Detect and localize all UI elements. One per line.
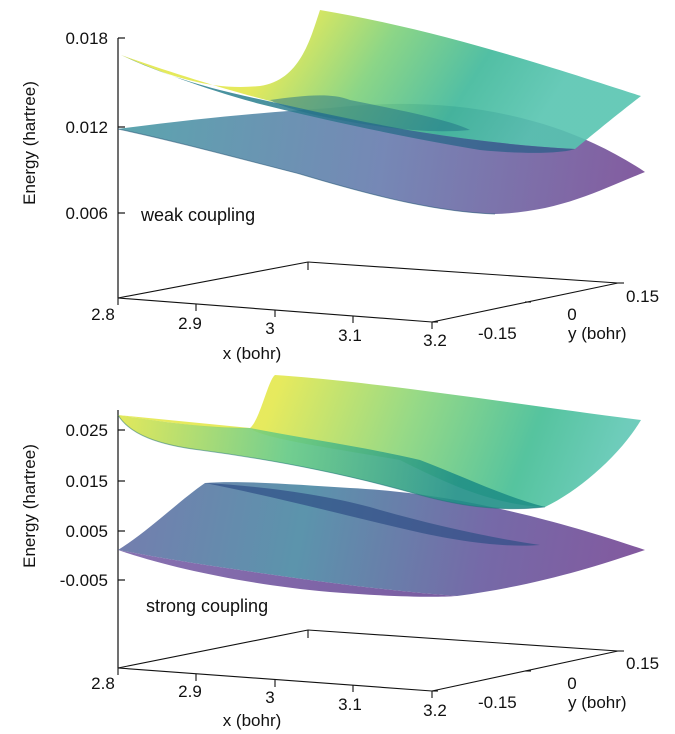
y-tick-label: -0.15 [478,324,517,343]
x-tick-marks [117,298,433,329]
y-tick-marks [432,282,624,323]
x-tick-label: 3 [265,319,274,338]
z-axis-label: Energy (hartree) [20,81,39,205]
z-tick-label: -0.005 [60,571,108,590]
surface-upper-state-left [118,415,545,509]
x-tick-label: 2.8 [91,305,115,324]
x-tick-label: 3.2 [423,331,447,350]
x-tick-label: 3.1 [338,326,362,345]
surface-upper-state-edge [117,414,546,510]
y-axis-label: y (bohr) [568,324,627,343]
y-tick-label: 0 [567,674,576,693]
surface-upper-state-inner [270,95,470,132]
y-tick-marks [432,650,624,692]
y-tick-label: -0.15 [478,693,517,712]
z-tick-label: 0.005 [65,522,108,541]
x-tick-marks [117,668,433,698]
y-tick-label: 0.15 [626,287,659,306]
surface-lower-state [118,482,645,596]
y-tick-label: 0.15 [626,654,659,673]
annotation-label: weak coupling [140,205,255,225]
y-tick-label: 0 [567,305,576,324]
z-tick-label: 0.015 [65,472,108,491]
z-axis-label: Energy (hartree) [20,444,39,568]
surface-upper-state [118,375,641,507]
y-axis-label: y (bohr) [568,693,627,712]
x-tick-label: 3.1 [338,695,362,714]
surface-lower-state-edge [117,128,496,215]
z-tick-label: 0.006 [65,204,108,223]
x-tick-label: 2.9 [178,314,202,333]
x-tick-label: 2.8 [91,674,115,693]
x-axis-label: x (bohr) [223,711,282,730]
floor-box [117,629,619,692]
z-tick-label: 0.012 [65,118,108,137]
z-tick-label: 0.018 [65,29,108,48]
x-tick-label: 3.2 [423,701,447,720]
x-tick-label: 3 [265,688,274,707]
surface-upper-state [121,10,641,149]
annotation-label: strong coupling [146,596,268,616]
x-axis-label: x (bohr) [223,344,282,363]
surface-lower-state-dark-band [205,483,540,546]
panel-weak-coupling: 0.018 0.012 0.006 Energy (hartree) 2.8 2… [20,10,659,363]
x-tick-label: 2.9 [178,682,202,701]
floor-box [117,261,619,323]
panel-strong-coupling: 0.025 0.015 0.005 -0.005 Energy (hartree… [20,375,659,730]
z-tick-label: 0.025 [65,421,108,440]
